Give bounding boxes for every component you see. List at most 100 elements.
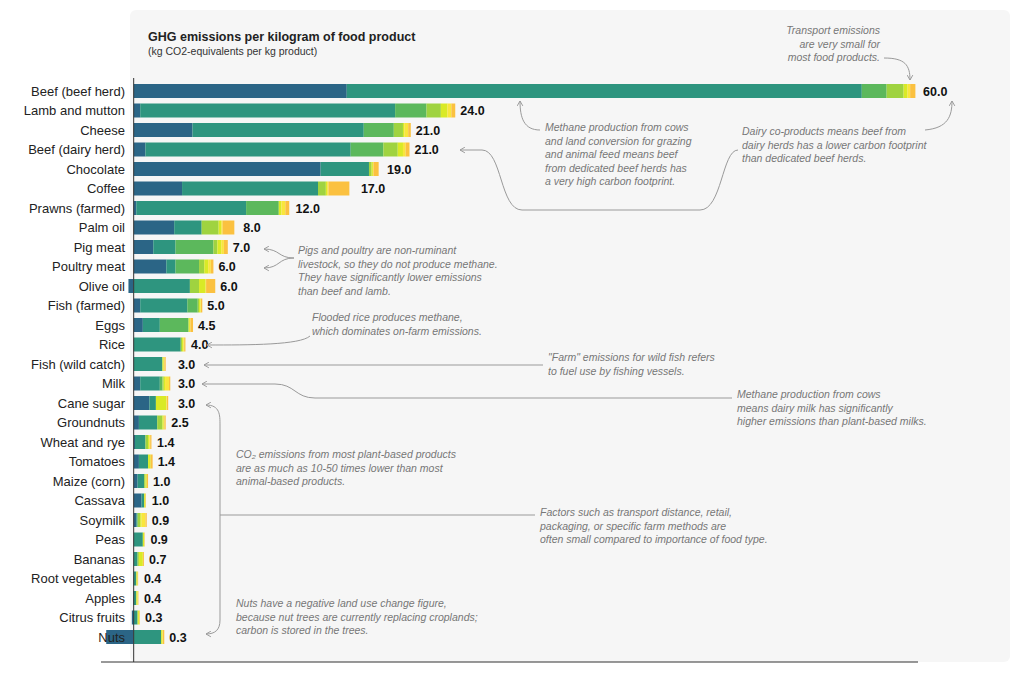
category-label: Pig meat bbox=[74, 240, 126, 255]
bar-segment bbox=[134, 279, 190, 293]
bar-segment bbox=[219, 221, 222, 235]
bar-segment bbox=[139, 611, 141, 625]
bar-segment bbox=[145, 494, 146, 508]
bar-segment bbox=[138, 611, 140, 625]
bar-segment bbox=[404, 123, 408, 137]
annotation: livestock, so they do not produce methan… bbox=[298, 258, 498, 270]
annotation: CO₂ emissions from most plant-based prod… bbox=[236, 448, 457, 460]
bar-segment bbox=[157, 416, 162, 430]
bar-segment bbox=[134, 630, 161, 644]
bar-segment bbox=[217, 240, 221, 254]
category-label: Prawns (farmed) bbox=[29, 201, 125, 216]
category-label: Groundnuts bbox=[57, 415, 125, 430]
bar-segment bbox=[144, 494, 145, 508]
bar-segment bbox=[142, 533, 143, 547]
total-label: 60.0 bbox=[923, 85, 947, 99]
bar-segment bbox=[143, 533, 144, 547]
connector bbox=[204, 365, 543, 366]
total-label: 1.0 bbox=[152, 494, 169, 508]
annotation: dairy herds has a lower carbon footprint bbox=[742, 139, 928, 151]
total-label: 7.0 bbox=[233, 241, 250, 255]
bar-segment bbox=[134, 494, 142, 508]
total-label: 3.0 bbox=[178, 397, 195, 411]
bar-segment bbox=[144, 474, 145, 488]
bar-segment bbox=[200, 299, 202, 313]
bar-segment bbox=[372, 162, 373, 176]
bar-segment bbox=[143, 318, 160, 332]
bar-segment bbox=[134, 162, 321, 176]
bar-segment bbox=[156, 396, 166, 410]
total-label: 21.0 bbox=[416, 124, 440, 138]
bar-segment bbox=[326, 182, 327, 196]
bar-segment bbox=[139, 455, 148, 469]
connector bbox=[220, 515, 535, 516]
bar-segment bbox=[202, 221, 219, 235]
bar-segment bbox=[134, 182, 182, 196]
bar-segment bbox=[134, 318, 143, 332]
bar-segment bbox=[134, 143, 146, 157]
bar-segment bbox=[164, 377, 165, 391]
bar-segment bbox=[136, 591, 137, 605]
total-label: 21.0 bbox=[414, 143, 438, 157]
bar-segment bbox=[136, 572, 137, 586]
connector bbox=[264, 249, 294, 268]
category-label: Eggs bbox=[95, 318, 125, 333]
annotation: from dedicated beef herds has bbox=[545, 162, 688, 174]
bar-segment bbox=[201, 299, 202, 313]
bar-segment bbox=[182, 182, 318, 196]
category-label: Cheese bbox=[80, 123, 125, 138]
bar-segment bbox=[369, 162, 372, 176]
annotation: "Farm" emissions for wild fish refers bbox=[548, 351, 715, 363]
bar-segment bbox=[161, 630, 162, 644]
category-label: Rice bbox=[99, 337, 125, 352]
bar-segment bbox=[162, 357, 163, 371]
bar-segment bbox=[174, 221, 201, 235]
total-label: 17.0 bbox=[361, 182, 385, 196]
bar-segment bbox=[148, 455, 151, 469]
total-label: 24.0 bbox=[460, 104, 484, 118]
total-label: 1.4 bbox=[157, 436, 174, 450]
total-label: 5.0 bbox=[207, 299, 224, 313]
bar-segment bbox=[447, 104, 451, 118]
category-label: Beef (dairy herd) bbox=[28, 142, 125, 157]
bar-segment bbox=[136, 572, 137, 586]
annotation: Transport emissions bbox=[786, 24, 881, 36]
page: {"chart_data": { "type": "bar", "orienta… bbox=[0, 0, 1024, 685]
bar-segment bbox=[160, 318, 189, 332]
bar-segment bbox=[138, 513, 141, 527]
category-label: Cane sugar bbox=[58, 396, 126, 411]
bar-segment bbox=[139, 416, 157, 430]
annotation: Flooded rice produces methane, bbox=[312, 311, 463, 323]
bar-segment bbox=[142, 494, 145, 508]
bar-segment bbox=[149, 396, 156, 410]
bar-segment bbox=[398, 143, 403, 157]
bar-segment bbox=[165, 377, 169, 391]
annotation: Pigs and poultry are non-ruminant bbox=[298, 244, 457, 256]
total-label: 0.4 bbox=[144, 592, 161, 606]
bar-segment bbox=[160, 377, 163, 391]
bar-segment bbox=[142, 552, 143, 566]
bar-segment bbox=[138, 552, 139, 566]
category-label: Peas bbox=[95, 532, 125, 547]
annotation: and land conversion for grazing bbox=[545, 135, 692, 147]
bar-segment bbox=[134, 357, 163, 371]
bar-segment bbox=[395, 104, 426, 118]
bar-segment bbox=[213, 240, 217, 254]
bar-segment bbox=[224, 240, 228, 254]
bar-segment bbox=[327, 182, 328, 196]
total-label: 3.0 bbox=[178, 358, 195, 372]
subtitle: (kg CO2-equivalents per kg product) bbox=[148, 45, 317, 57]
bar-segment bbox=[181, 338, 182, 352]
total-label: 4.5 bbox=[198, 319, 215, 333]
bar-segment bbox=[187, 299, 197, 313]
annotation: are as much as 10-50 times lower than mo… bbox=[236, 462, 444, 474]
bar-segment bbox=[189, 318, 190, 332]
bar-segment bbox=[162, 416, 163, 430]
bar-segment bbox=[139, 552, 143, 566]
category-label: Soymilk bbox=[79, 513, 125, 528]
annotation: packaging, or specific farm methods are bbox=[539, 520, 726, 532]
bar-segment bbox=[134, 396, 150, 410]
bar-segment bbox=[134, 123, 193, 137]
bar-segment bbox=[134, 377, 141, 391]
panel bbox=[130, 10, 1010, 662]
